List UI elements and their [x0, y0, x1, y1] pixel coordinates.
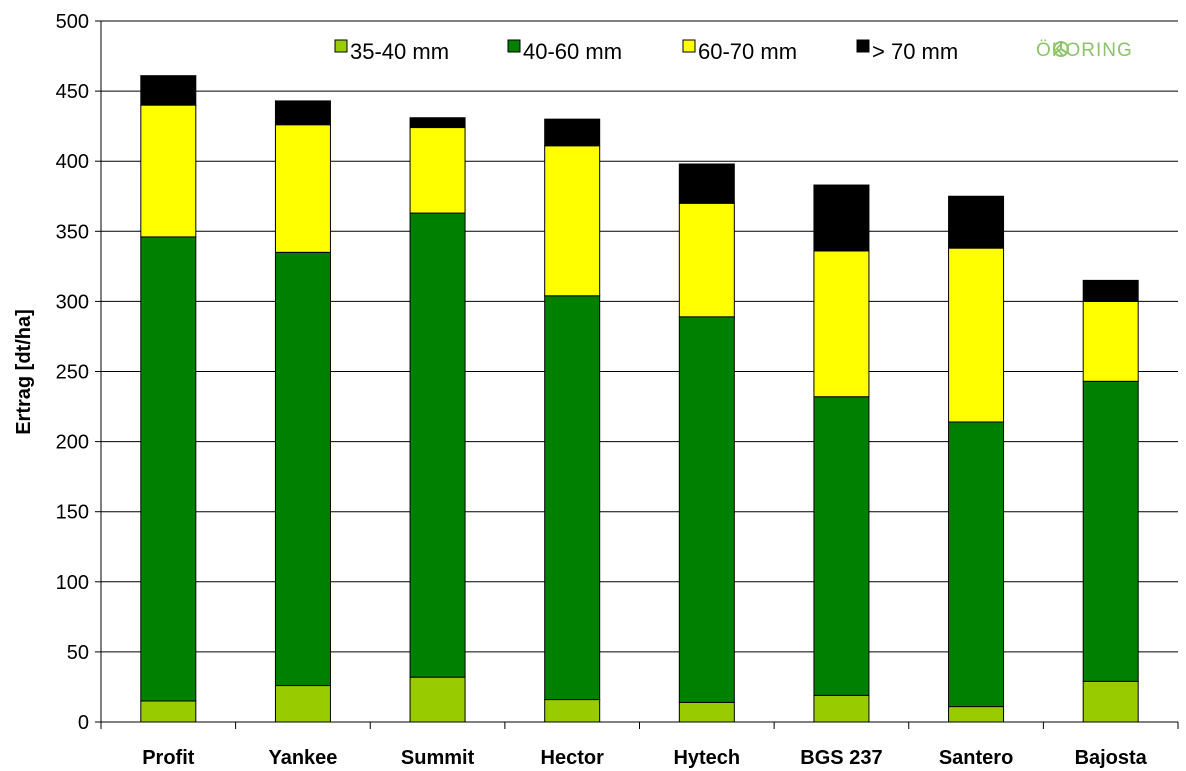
- bar-segment-4: [544, 118, 601, 147]
- y-axis-title: Ertrag [dt/ha]: [13, 309, 35, 435]
- bar-segment-2: [140, 236, 197, 702]
- bar-segment-2: [678, 316, 735, 703]
- bar-segment-3: [813, 250, 870, 398]
- bar-segment-1: [948, 706, 1005, 723]
- x-tick-label: BGS 237: [800, 747, 882, 769]
- bar-segment-1: [544, 699, 601, 723]
- bar-segment-3: [409, 127, 466, 214]
- bar-segment-4: [140, 75, 197, 106]
- y-tick-label: 300: [56, 291, 89, 313]
- legend: 35-40 mm 40-60 mm 60-70 mm > 70 mm: [334, 39, 958, 64]
- bar-segment-1: [813, 694, 870, 723]
- y-tick-label: 0: [78, 712, 89, 734]
- legend-swatch: [856, 39, 870, 53]
- y-tick-label: 50: [67, 642, 89, 664]
- y-tick-labels: 0 50 100 150 200 250 300 350 400 450 500: [56, 11, 89, 734]
- bar-segment-3: [274, 124, 331, 253]
- bar-segment-1: [274, 685, 331, 723]
- x-tick-label: Hytech: [673, 747, 740, 769]
- x-tick-label: Santero: [939, 747, 1013, 769]
- gridlines: [101, 20, 1178, 653]
- y-tick-label: 150: [56, 502, 89, 524]
- bar-segment-4: [1082, 279, 1139, 302]
- y-tick-label: 250: [56, 362, 89, 384]
- x-tick-label: Yankee: [268, 747, 337, 769]
- bar-segment-4: [678, 163, 735, 204]
- legend-label: 60-70 mm: [698, 39, 797, 64]
- bar-segment-1: [409, 676, 466, 723]
- y-tick-label: 400: [56, 151, 89, 173]
- y-tick-label: 200: [56, 432, 89, 454]
- bar-segment-3: [140, 104, 197, 238]
- bar-segment-1: [140, 700, 197, 723]
- legend-label: 35-40 mm: [350, 39, 449, 64]
- legend-swatch: [334, 39, 348, 53]
- x-tick-labels: Profit Yankee Summit Hector Hytech BGS 237 San…: [142, 747, 1147, 769]
- bar-segment-2: [409, 212, 466, 678]
- bar-segment-3: [1082, 300, 1139, 382]
- okoring-logo: ÖKORING: [1036, 40, 1133, 61]
- bars: [140, 75, 1139, 723]
- bar-segment-1: [678, 701, 735, 723]
- x-tick-label: Profit: [142, 747, 195, 769]
- bar-segment-4: [813, 184, 870, 252]
- legend-label: 40-60 mm: [523, 39, 622, 64]
- legend-swatch: [507, 39, 521, 53]
- bar-segment-3: [678, 202, 735, 318]
- bar-segment-4: [274, 100, 331, 126]
- okoring-logo-icon: [1053, 41, 1069, 57]
- bar-segment-1: [1082, 680, 1139, 723]
- y-tick-label: 100: [56, 572, 89, 594]
- bar-segment-2: [948, 421, 1005, 708]
- bar-segment-2: [813, 396, 870, 696]
- legend-label: > 70 mm: [872, 39, 958, 64]
- axes: [95, 20, 1179, 729]
- bar-segment-2: [544, 295, 601, 701]
- x-tick-label: Hector: [541, 747, 605, 769]
- bar-segment-2: [1082, 380, 1139, 682]
- bar-segment-3: [948, 247, 1005, 423]
- x-tick-label: Bajosta: [1075, 747, 1148, 769]
- y-tick-label: 350: [56, 221, 89, 243]
- y-tick-label: 500: [56, 11, 89, 33]
- legend-swatch: [682, 39, 696, 53]
- bar-segment-3: [544, 145, 601, 297]
- bar-segment-4: [409, 117, 466, 129]
- logo-text: ÖKORING: [1036, 40, 1133, 61]
- bar-segment-2: [274, 251, 331, 687]
- x-tick-label: Summit: [401, 747, 475, 769]
- bar-segment-4: [948, 195, 1005, 249]
- y-tick-label: 450: [56, 81, 89, 103]
